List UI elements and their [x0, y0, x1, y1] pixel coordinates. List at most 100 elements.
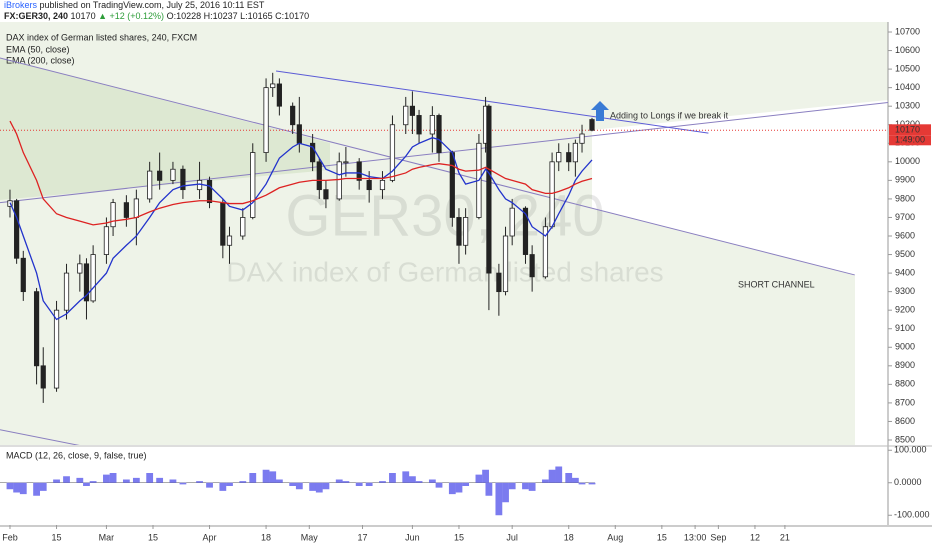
shaded-regions	[0, 22, 888, 445]
watermark: DAX index of German listed shares	[226, 256, 663, 287]
bar	[475, 474, 483, 483]
y-tick-label: 8700	[895, 397, 915, 407]
bar	[13, 482, 21, 493]
candle-body	[296, 124, 302, 144]
bar	[365, 482, 373, 486]
candle-body	[276, 83, 282, 107]
x-tick-label: Apr	[203, 532, 217, 542]
candle-body	[336, 161, 342, 200]
bar	[571, 477, 579, 483]
candle-body	[147, 170, 153, 200]
price: 10170	[71, 11, 96, 21]
candle-body	[463, 217, 469, 246]
bar	[548, 469, 556, 483]
candle-body	[522, 207, 529, 255]
y-tick-label: 10600	[895, 45, 920, 55]
y-tick-label: 8600	[895, 416, 915, 426]
candle-body	[240, 217, 246, 237]
candle-body	[77, 263, 83, 274]
published: published on TradingView.com, July 25, 2…	[40, 0, 265, 10]
candle-body	[379, 179, 386, 191]
candle-body	[270, 83, 276, 89]
trendline	[275, 70, 709, 134]
bar	[76, 477, 84, 483]
y-tick-label: 9400	[895, 267, 915, 277]
x-tick-label: 18	[261, 532, 271, 542]
bar	[103, 474, 110, 483]
x-tick-label: 15	[52, 532, 62, 542]
bar	[542, 479, 549, 483]
arrow	[591, 101, 609, 121]
candle-body	[496, 272, 502, 293]
bar	[402, 471, 410, 483]
y-tick-label: 8800	[895, 379, 915, 389]
candle-body	[509, 207, 515, 237]
x-tick-label: Jun	[405, 532, 420, 542]
y-tick-label: -100.000	[894, 510, 930, 520]
x-tick-label: 15	[148, 532, 158, 542]
bar	[109, 473, 117, 483]
candle-body	[579, 133, 585, 144]
candle-body	[556, 152, 562, 163]
bar	[179, 482, 187, 485]
bar	[146, 473, 154, 483]
bar	[132, 477, 140, 483]
bar	[6, 482, 14, 490]
bar	[435, 482, 443, 488]
channel-shade-dark	[0, 58, 330, 200]
candle-body	[133, 198, 139, 218]
bar	[249, 473, 257, 483]
y-tick-label: 9100	[895, 323, 915, 333]
y-tick-label: 9200	[895, 305, 915, 315]
bar	[588, 482, 596, 485]
change: ▲ +12 (+0.12%)	[98, 11, 164, 21]
y-tick-label: 9300	[895, 286, 915, 296]
bar	[83, 482, 90, 486]
x-tick-label: 15	[454, 532, 464, 542]
annotation: SHORT CHANNEL	[738, 279, 815, 289]
countdown-label: 1:49:00	[895, 135, 925, 145]
candle-body	[20, 257, 26, 293]
annotation: Adding to Longs if we break it	[610, 110, 729, 120]
bar	[206, 482, 213, 488]
bar	[219, 482, 227, 491]
legend-entry: EMA (200, close)	[6, 55, 75, 65]
bar	[578, 482, 586, 485]
candle-body	[542, 226, 549, 278]
candle-body	[429, 115, 435, 135]
y-tick-label: 10400	[895, 82, 920, 92]
bar	[289, 482, 297, 486]
bar	[415, 481, 423, 483]
y-tick-label: 9800	[895, 193, 915, 203]
bar	[156, 477, 164, 483]
y-tick-label: 9600	[895, 230, 915, 240]
y-tick-label: 10300	[895, 101, 920, 111]
candle-body	[323, 189, 329, 200]
bar	[379, 481, 386, 483]
x-tick-label: 12	[750, 532, 760, 542]
x-tick-label: 18	[564, 532, 574, 542]
last-price-tag	[889, 124, 931, 136]
countdown-tag	[889, 135, 931, 146]
x-tick-label: May	[301, 532, 319, 542]
y-tick-label: 10500	[895, 63, 920, 73]
x-tick-label: Feb	[2, 532, 18, 542]
candle-body	[456, 217, 462, 246]
last-price-label: 10170	[895, 125, 920, 135]
bar	[33, 482, 40, 496]
bar	[508, 482, 516, 490]
y-tick-label: 9000	[895, 342, 915, 352]
x-tick-label: Jul	[506, 532, 518, 542]
candle-body	[110, 202, 116, 228]
bar	[262, 469, 270, 483]
x-tick-label: 21	[780, 532, 790, 542]
candle-body	[343, 161, 349, 164]
bar	[315, 482, 323, 493]
bar	[196, 481, 203, 483]
candle-body	[63, 272, 70, 311]
bar	[335, 479, 343, 483]
y-tick-label: 10000	[895, 156, 920, 166]
quote-line: FX:GER30, 240 10170 ▲ +12 (+0.12%) O:102…	[4, 11, 309, 21]
candle-body	[40, 365, 46, 389]
candle-body	[157, 170, 163, 181]
